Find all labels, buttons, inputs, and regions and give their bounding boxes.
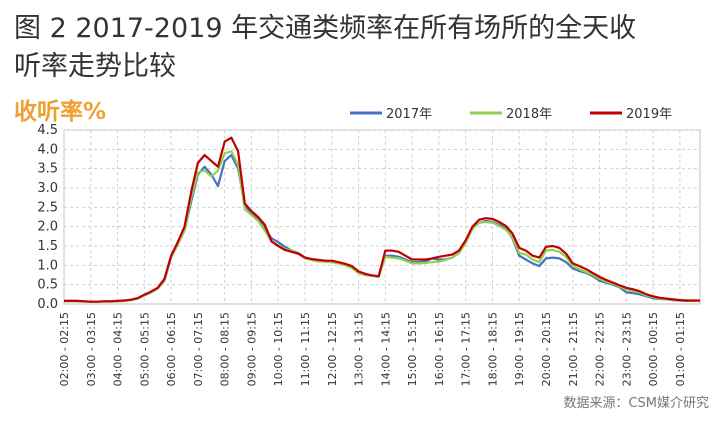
x-tick-label: 23:00 - 23:15	[620, 312, 633, 386]
x-tick-label: 17:00 - 17:15	[460, 312, 473, 386]
chart-title: 图 2 2017-2019 年交通类频率在所有场所的全天收 听率走势比较	[14, 10, 714, 86]
legend-label: 2019年	[626, 107, 672, 122]
x-tick-label: 14:00 - 14:15	[379, 312, 392, 386]
x-tick-label: 10:00 - 10:15	[272, 312, 285, 386]
x-tick-label: 00:00 - 00:15	[647, 312, 660, 386]
chart-title-line1: 图 2 2017-2019 年交通类频率在所有场所的全天收	[14, 13, 637, 44]
y-tick-label: 3.5	[37, 162, 58, 177]
y-tick-label: 4.0	[37, 142, 58, 157]
y-tick-label: 1.0	[37, 258, 58, 273]
x-tick-label: 06:00 - 06:15	[165, 312, 178, 386]
data-source-note: 数据来源：CSM媒介研究	[563, 396, 709, 411]
y-tick-label: 2.0	[37, 220, 58, 235]
chart-title-line2: 听率走势比较	[14, 51, 176, 82]
x-tick-label: 15:00 - 15:15	[406, 312, 419, 386]
x-tick-label: 16:00 - 16:15	[433, 312, 446, 386]
x-tick-label: 13:00 - 13:15	[353, 312, 366, 386]
x-tick-label: 01:00 - 01:15	[674, 312, 687, 386]
x-tick-label: 08:00 - 08:15	[219, 312, 232, 386]
x-tick-label: 02:00 - 02:15	[58, 312, 71, 386]
x-tick-label: 07:00 - 07:15	[192, 312, 205, 386]
x-tick-label: 11:00 - 11:15	[299, 312, 312, 386]
series-line-2019年	[64, 136, 700, 303]
x-tick-label: 19:00 - 19:15	[513, 312, 526, 386]
x-tick-label: 18:00 - 18:15	[486, 312, 499, 386]
y-tick-label: 1.5	[37, 239, 58, 254]
y-tick-label: 2.5	[37, 200, 58, 215]
y-tick-label: 4.5	[37, 123, 58, 138]
y-axis-label: 收听率%	[14, 99, 107, 125]
x-tick-label: 09:00 - 09:15	[245, 312, 258, 386]
legend-label: 2018年	[506, 107, 552, 122]
x-tick-label: 20:00 - 20:15	[540, 312, 553, 386]
plot-frame	[63, 129, 701, 305]
x-tick-label: 05:00 - 05:15	[138, 312, 151, 386]
x-tick-label: 22:00 - 22:15	[594, 312, 607, 386]
x-tick-label: 04:00 - 04:15	[112, 312, 125, 386]
x-tick-label: 21:00 - 21:15	[567, 312, 580, 386]
legend-label: 2017年	[386, 107, 432, 122]
y-tick-label: 0.5	[37, 278, 58, 293]
x-tick-label: 03:00 - 03:15	[85, 312, 98, 386]
y-tick-label: 3.0	[37, 181, 58, 196]
y-tick-label: 0.0	[37, 297, 58, 312]
x-tick-label: 12:00 - 12:15	[326, 312, 339, 386]
